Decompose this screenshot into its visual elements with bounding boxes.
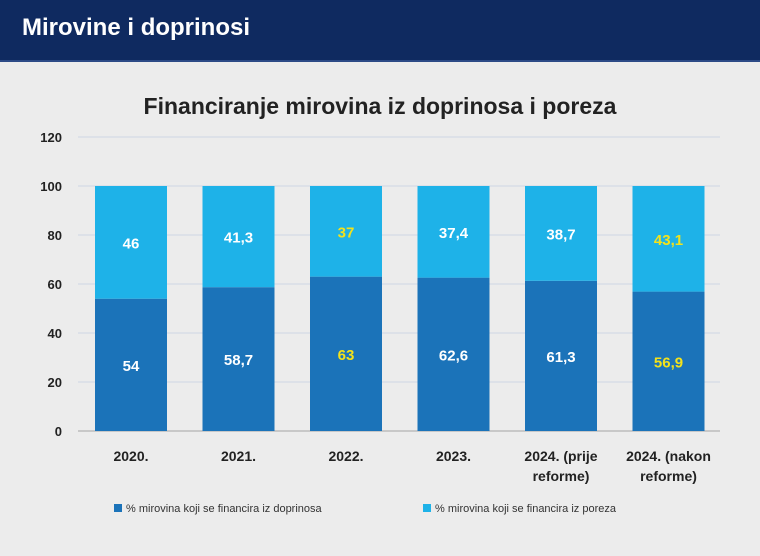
legend-swatch	[423, 504, 431, 512]
bar-segment-porezi	[310, 186, 382, 277]
chart-title: Financiranje mirovina iz doprinosa i por…	[144, 93, 617, 119]
data-label: 37	[338, 224, 355, 241]
data-label: 58,7	[224, 352, 253, 369]
data-label: 41,3	[224, 230, 253, 247]
x-tick-label: 2022.	[328, 448, 363, 464]
data-label: 63	[338, 347, 355, 364]
x-tick-label: 2020.	[113, 448, 148, 464]
y-tick-label: 120	[40, 130, 62, 145]
data-label: 46	[123, 235, 140, 252]
y-tick-label: 0	[55, 424, 62, 439]
data-label: 37,4	[439, 225, 469, 242]
data-label: 38,7	[546, 226, 575, 243]
bar-segment-doprinosi	[417, 277, 490, 431]
x-tick-label: 2023.	[436, 448, 471, 464]
legend-label: % mirovina koji se financira iz doprinos…	[126, 503, 323, 515]
bar-segment-porezi	[95, 186, 167, 299]
bar-segment-doprinosi	[95, 298, 167, 431]
header-bar: Mirovine i doprinosi	[0, 0, 760, 62]
data-label: 54	[123, 358, 140, 375]
bar-segment-doprinosi	[202, 287, 275, 431]
bar-segment-porezi	[525, 186, 597, 281]
data-label: 43,1	[654, 232, 683, 249]
data-label: 56,9	[654, 354, 683, 371]
bar-segment-doprinosi	[632, 291, 705, 431]
bar-segment-porezi	[632, 186, 705, 292]
data-label: 62,6	[439, 347, 468, 364]
y-tick-label: 60	[48, 277, 62, 292]
bar-segment-porezi	[202, 186, 275, 288]
stacked-bar-chart: Financiranje mirovina iz doprinosa i por…	[40, 93, 720, 515]
bar-segment-doprinosi	[525, 280, 597, 431]
x-tick-label: reforme)	[640, 468, 697, 484]
y-tick-label: 20	[48, 375, 62, 390]
y-tick-label: 80	[48, 228, 62, 243]
x-tick-label: 2024. (prije	[524, 448, 597, 464]
y-tick-label: 40	[48, 326, 62, 341]
x-tick-label: reforme)	[533, 468, 590, 484]
x-tick-label: 2024. (nakon	[626, 448, 711, 464]
x-tick-label: 2021.	[221, 448, 256, 464]
bar-segment-porezi	[417, 186, 490, 278]
legend-label: % mirovina koji se financira iz poreza	[435, 503, 617, 515]
bar-segment-doprinosi	[310, 276, 382, 431]
y-tick-label: 100	[40, 179, 62, 194]
data-label: 61,3	[546, 349, 575, 366]
header-title: Mirovine i doprinosi	[22, 14, 251, 41]
legend-swatch	[114, 504, 122, 512]
